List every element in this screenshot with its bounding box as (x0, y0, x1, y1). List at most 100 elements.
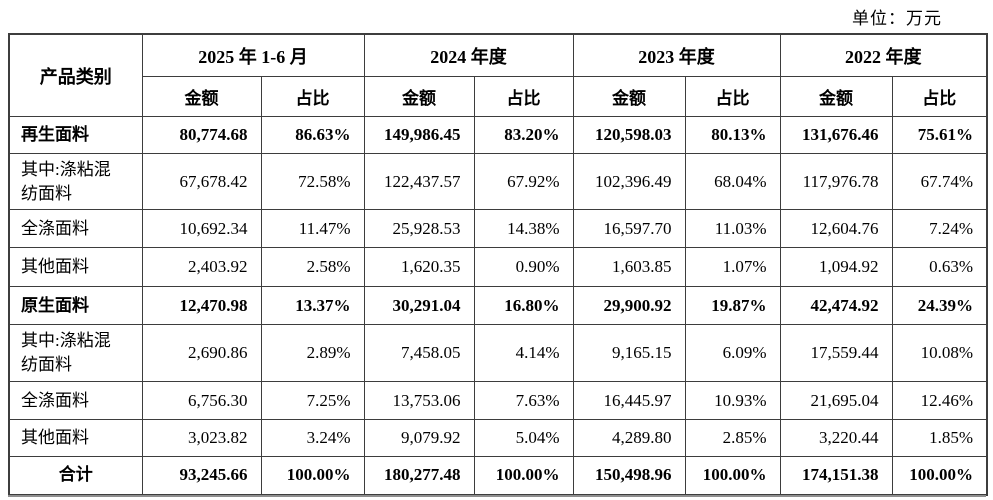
header-row-periods: 产品类别 2025 年 1-6 月 2024 年度 2023 年度 2022 年… (8, 33, 988, 117)
amount-cell: 42,474.92 (779, 286, 893, 325)
row-label: 其他面料 (8, 247, 143, 287)
ratio-cell: 72.58% (260, 153, 365, 210)
ratio-cell: 13.37% (260, 286, 365, 325)
amount-cell: 12,604.76 (779, 209, 893, 248)
row-label: 再生面料 (8, 116, 143, 154)
amount-cell: 9,079.92 (363, 419, 475, 457)
product-category-table: 产品类别 2025 年 1-6 月 2024 年度 2023 年度 2022 年… (8, 33, 988, 496)
amount-cell: 4,289.80 (572, 419, 686, 457)
period-header-2025h1: 2025 年 1-6 月 (141, 33, 365, 77)
sub-header-ratio: 占比 (260, 76, 365, 117)
amount-cell: 2,690.86 (141, 324, 262, 382)
clipped-next-row-border (8, 495, 986, 497)
ratio-cell: 4.14% (473, 324, 574, 382)
amount-cell: 2,403.92 (141, 247, 262, 287)
ratio-cell: 100.00% (260, 456, 365, 495)
table-row: 合计 93,245.66 100.00% 180,277.48 100.00% 150,4… (8, 456, 988, 495)
amount-cell: 180,277.48 (363, 456, 475, 495)
table-row: 其他面料 2,403.92 2.58% 1,620.35 0.90% 1,603.85 1.… (8, 247, 988, 287)
ratio-cell: 67.92% (473, 153, 574, 210)
sub-header-ratio: 占比 (891, 76, 988, 117)
amount-cell: 13,753.06 (363, 381, 475, 420)
ratio-cell: 100.00% (684, 456, 781, 495)
ratio-cell: 7.24% (891, 209, 988, 248)
amount-cell: 117,976.78 (779, 153, 893, 210)
amount-cell: 3,023.82 (141, 419, 262, 457)
period-header-2023: 2023 年度 (572, 33, 781, 77)
table-row: 全涤面料 6,756.30 7.25% 13,753.06 7.63% 16,445.97… (8, 381, 988, 420)
ratio-cell: 0.90% (473, 247, 574, 287)
ratio-cell: 11.47% (260, 209, 365, 248)
amount-cell: 16,445.97 (572, 381, 686, 420)
row-label: 合计 (8, 456, 143, 495)
ratio-cell: 2.85% (684, 419, 781, 457)
col-header-product-category: 产品类别 (8, 33, 143, 117)
ratio-cell: 100.00% (891, 456, 988, 495)
ratio-cell: 2.58% (260, 247, 365, 287)
row-label: 其中:涤粘混 纺面料 (8, 153, 143, 210)
amount-cell: 174,151.38 (779, 456, 893, 495)
amount-cell: 67,678.42 (141, 153, 262, 210)
ratio-cell: 7.25% (260, 381, 365, 420)
amount-cell: 30,291.04 (363, 286, 475, 325)
table-row: 其中:涤粘混 纺面料 67,678.42 72.58% 122,437.57 67.92… (8, 153, 988, 210)
sub-header-amount: 金额 (141, 76, 262, 117)
ratio-cell: 100.00% (473, 456, 574, 495)
amount-cell: 7,458.05 (363, 324, 475, 382)
sub-header-ratio: 占比 (473, 76, 574, 117)
row-label: 其他面料 (8, 419, 143, 457)
ratio-cell: 68.04% (684, 153, 781, 210)
row-label: 其中:涤粘混 纺面料 (8, 324, 143, 382)
amount-cell: 21,695.04 (779, 381, 893, 420)
ratio-cell: 14.38% (473, 209, 574, 248)
sub-header-amount: 金额 (363, 76, 475, 117)
ratio-cell: 86.63% (260, 116, 365, 154)
table-row: 其他面料 3,023.82 3.24% 9,079.92 5.04% 4,289.80 2.… (8, 419, 988, 457)
ratio-cell: 7.63% (473, 381, 574, 420)
header-row-subcolumns: 金额 占比 金额 占比 金额 占比 金额 占比 (9, 76, 988, 117)
amount-cell: 9,165.15 (572, 324, 686, 382)
ratio-cell: 10.08% (891, 324, 988, 382)
table-row: 原生面料 12,470.98 13.37% 30,291.04 16.80% 29,900… (8, 286, 988, 325)
ratio-cell: 12.46% (891, 381, 988, 420)
period-header-2022: 2022 年度 (779, 33, 988, 77)
table-row: 其中:涤粘混 纺面料 2,690.86 2.89% 7,458.05 4.14% 9,16… (8, 324, 988, 382)
amount-cell: 1,603.85 (572, 247, 686, 287)
period-header-2024: 2024 年度 (363, 33, 574, 77)
amount-cell: 120,598.03 (572, 116, 686, 154)
ratio-cell: 75.61% (891, 116, 988, 154)
ratio-cell: 10.93% (684, 381, 781, 420)
amount-cell: 80,774.68 (141, 116, 262, 154)
ratio-cell: 67.74% (891, 153, 988, 210)
ratio-cell: 6.09% (684, 324, 781, 382)
row-label: 全涤面料 (8, 381, 143, 420)
ratio-cell: 19.87% (684, 286, 781, 325)
amount-cell: 102,396.49 (572, 153, 686, 210)
amount-cell: 16,597.70 (572, 209, 686, 248)
table-row: 再生面料 80,774.68 86.63% 149,986.45 83.20% 120,5… (8, 116, 988, 154)
amount-cell: 17,559.44 (779, 324, 893, 382)
amount-cell: 10,692.34 (141, 209, 262, 248)
row-label: 全涤面料 (8, 209, 143, 248)
ratio-cell: 83.20% (473, 116, 574, 154)
sub-header-amount: 金额 (572, 76, 686, 117)
row-label: 原生面料 (8, 286, 143, 325)
amount-cell: 131,676.46 (779, 116, 893, 154)
amount-cell: 29,900.92 (572, 286, 686, 325)
ratio-cell: 11.03% (684, 209, 781, 248)
amount-cell: 25,928.53 (363, 209, 475, 248)
sub-header-amount: 金额 (779, 76, 893, 117)
amount-cell: 149,986.45 (363, 116, 475, 154)
ratio-cell: 3.24% (260, 419, 365, 457)
amount-cell: 6,756.30 (141, 381, 262, 420)
amount-cell: 3,220.44 (779, 419, 893, 457)
amount-cell: 1,094.92 (779, 247, 893, 287)
ratio-cell: 1.85% (891, 419, 988, 457)
amount-cell: 1,620.35 (363, 247, 475, 287)
ratio-cell: 16.80% (473, 286, 574, 325)
amount-cell: 12,470.98 (141, 286, 262, 325)
amount-cell: 93,245.66 (141, 456, 262, 495)
ratio-cell: 5.04% (473, 419, 574, 457)
sub-header-ratio: 占比 (684, 76, 781, 117)
